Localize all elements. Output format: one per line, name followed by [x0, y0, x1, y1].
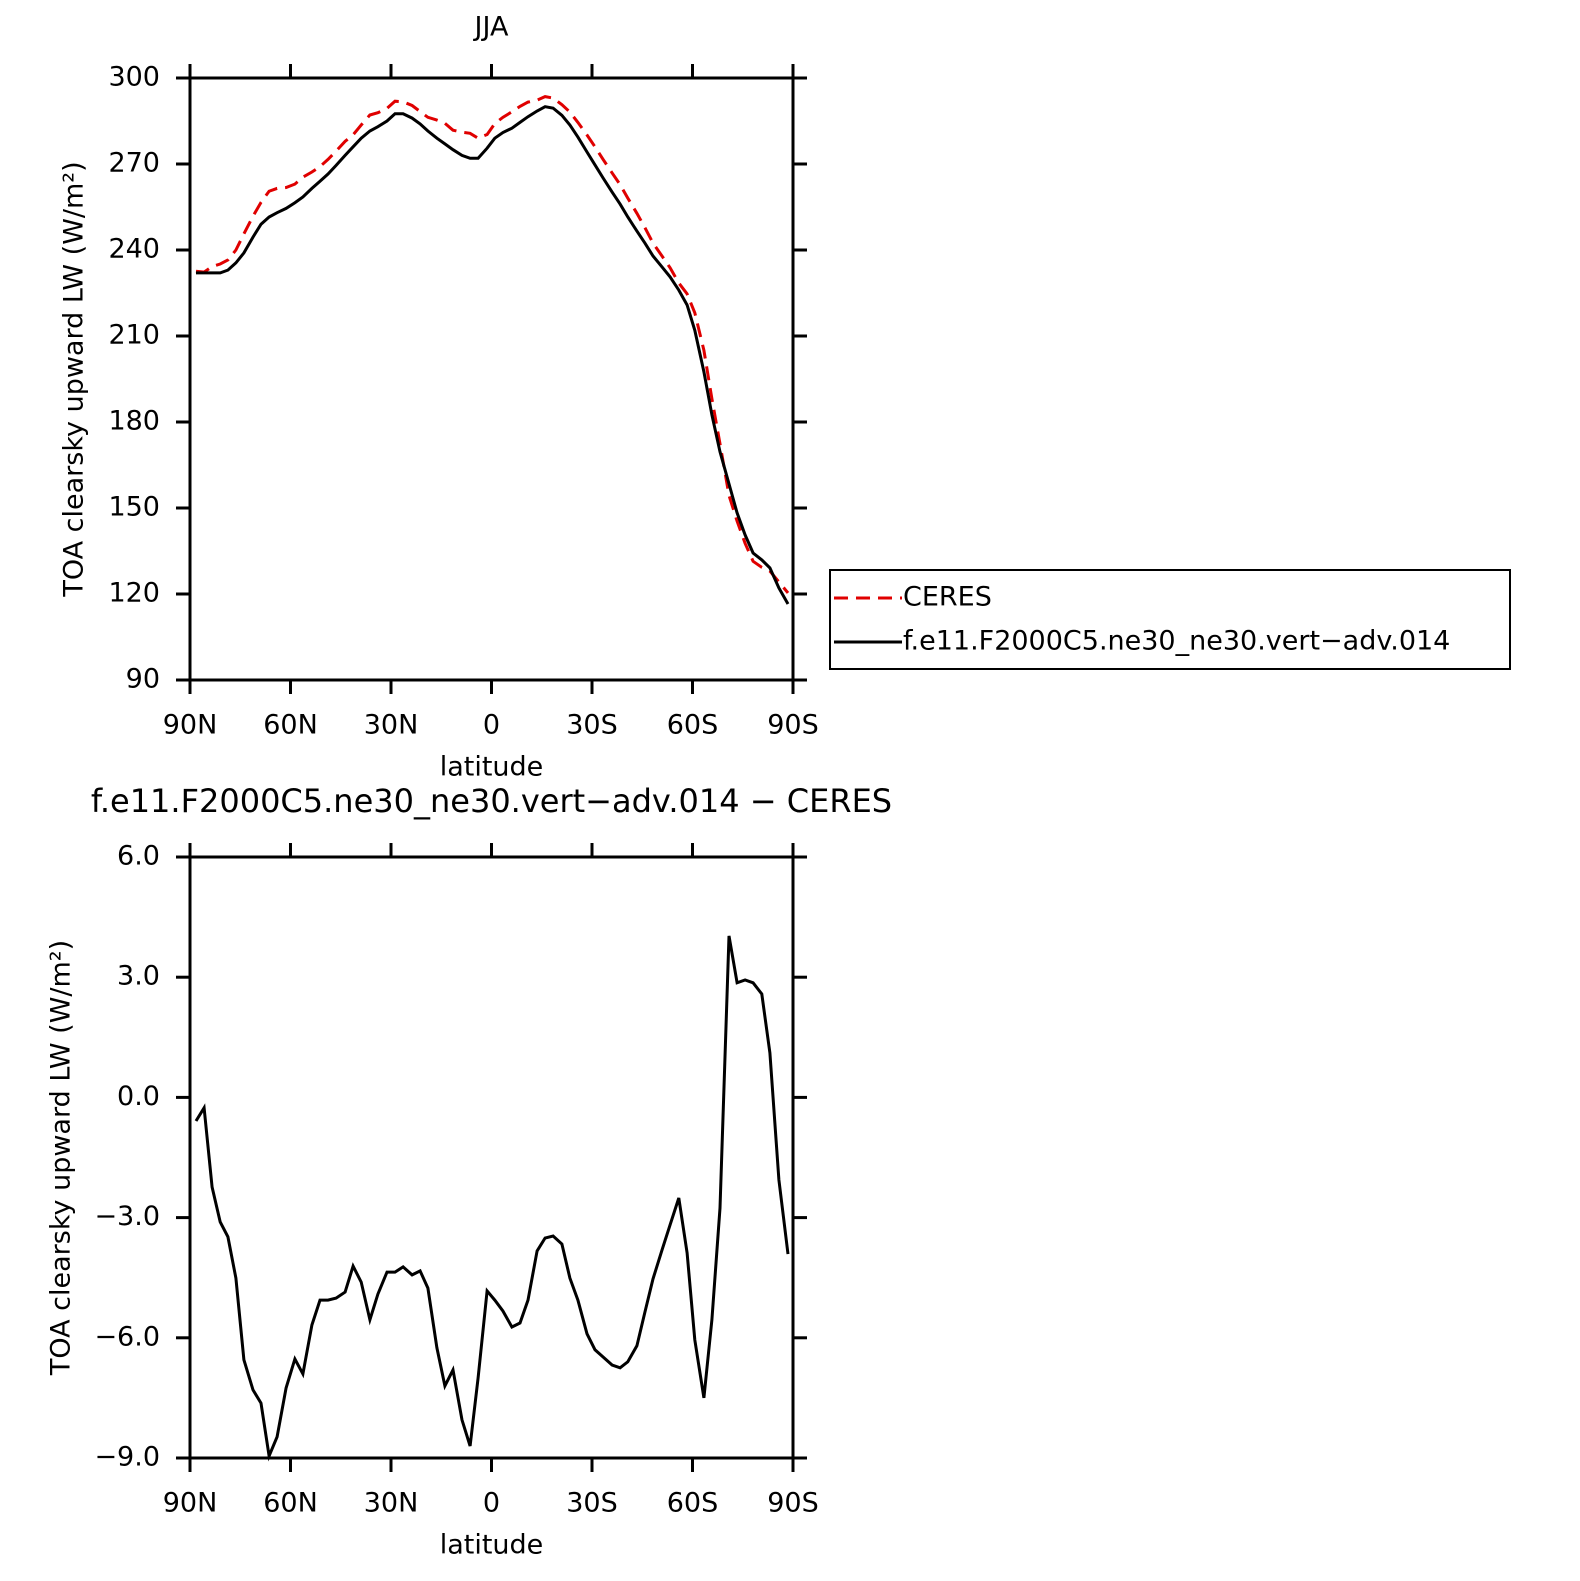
x-tick-label: 60S [667, 1488, 719, 1519]
x-tick-label: 30N [364, 1488, 419, 1519]
chart-title: JJA [473, 12, 509, 43]
x-tick-label: 30S [566, 1488, 618, 1519]
legend-label: CERES [903, 582, 992, 613]
y-tick-label: 240 [108, 234, 160, 265]
x-tick-label: 60S [667, 710, 719, 741]
x-tick-label: 0 [483, 710, 500, 741]
y-tick-label: 6.0 [117, 841, 160, 872]
y-tick-label: −6.0 [94, 1321, 160, 1352]
y-tick-label: 90 [126, 664, 160, 695]
chart-title: f.e11.F2000C5.ne30_ne30.vert−adv.014 − C… [91, 782, 892, 820]
legend-box [829, 569, 1511, 670]
y-tick-label: 300 [108, 62, 160, 93]
x-tick-label: 90N [163, 710, 218, 741]
legend-label: f.e11.F2000C5.ne30_ne30.vert−adv.014 [903, 626, 1450, 657]
x-axis-label: latitude [440, 752, 544, 783]
x-axis-label: latitude [440, 1530, 544, 1561]
y-tick-label: 3.0 [117, 961, 160, 992]
data-line [195, 95, 790, 594]
y-axis-label: TOA clearsky upward LW (W/m²) [59, 161, 90, 597]
plot-frame [188, 855, 795, 1460]
y-tick-label: 120 [108, 578, 160, 609]
data-line [194, 935, 790, 1462]
y-tick-label: 150 [108, 492, 160, 523]
x-tick-label: 90S [767, 1488, 819, 1519]
plot-frame [188, 76, 795, 682]
x-tick-label: 30S [566, 710, 618, 741]
y-tick-label: 210 [108, 320, 160, 351]
x-tick-label: 60N [263, 710, 318, 741]
y-tick-label: −9.0 [94, 1442, 160, 1473]
data-line [196, 105, 790, 605]
y-tick-label: 0.0 [117, 1081, 160, 1112]
y-tick-label: 270 [108, 148, 160, 179]
y-axis-label: TOA clearsky upward LW (W/m²) [46, 940, 77, 1376]
x-tick-label: 60N [263, 1488, 318, 1519]
x-tick-label: 90N [163, 1488, 218, 1519]
x-tick-label: 30N [364, 710, 419, 741]
x-tick-label: 90S [767, 710, 819, 741]
x-tick-label: 0 [483, 1488, 500, 1519]
y-tick-label: −3.0 [94, 1201, 160, 1232]
y-tick-label: 180 [108, 406, 160, 437]
